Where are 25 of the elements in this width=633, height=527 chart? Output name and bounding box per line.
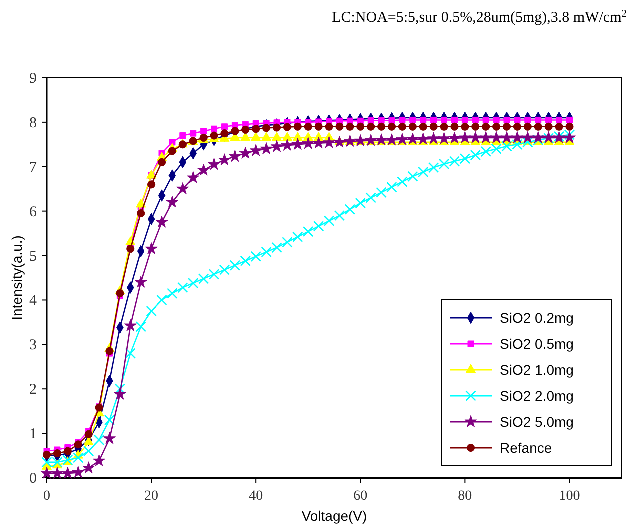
y-tick-label: 2 bbox=[30, 382, 37, 398]
legend-label: SiO2 0.2mg bbox=[500, 310, 574, 326]
x-tick-label: 0 bbox=[44, 489, 50, 504]
y-tick-label: 6 bbox=[30, 204, 38, 220]
y-tick-label: 4 bbox=[30, 293, 38, 310]
x-tick-label: 100 bbox=[559, 489, 580, 504]
legend-label: Refance bbox=[500, 440, 552, 456]
y-tick-label: 3 bbox=[30, 338, 37, 354]
legend-label: SiO2 1.0mg bbox=[500, 362, 574, 378]
x-tick-label: 80 bbox=[458, 489, 472, 504]
legend-label: SiO2 0.5mg bbox=[500, 336, 574, 352]
x-tick-label: 40 bbox=[249, 489, 264, 504]
y-tick-label: 9 bbox=[30, 71, 37, 87]
y-tick-label: 5 bbox=[30, 248, 37, 265]
y-tick-label: 0 bbox=[30, 471, 37, 487]
x-tick-label: 20 bbox=[144, 489, 159, 504]
y-tick-label: 8 bbox=[30, 115, 37, 132]
legend-label: SiO2 2.0mg bbox=[500, 388, 574, 404]
x-axis-title: Voltage(V) bbox=[302, 508, 368, 524]
legend-label: SiO2 5.0mg bbox=[500, 414, 574, 430]
y-axis-title: Intensity(a.u.) bbox=[9, 236, 25, 320]
y-tick-label: 7 bbox=[30, 160, 38, 176]
x-tick-label: 60 bbox=[354, 489, 368, 504]
y-tick-label: 1 bbox=[30, 426, 37, 443]
chart-title: LC:NOA=5:5,sur 0.5%,28um(5mg),3.8 mW/cm$^{2}$ bbox=[332, 8, 627, 26]
